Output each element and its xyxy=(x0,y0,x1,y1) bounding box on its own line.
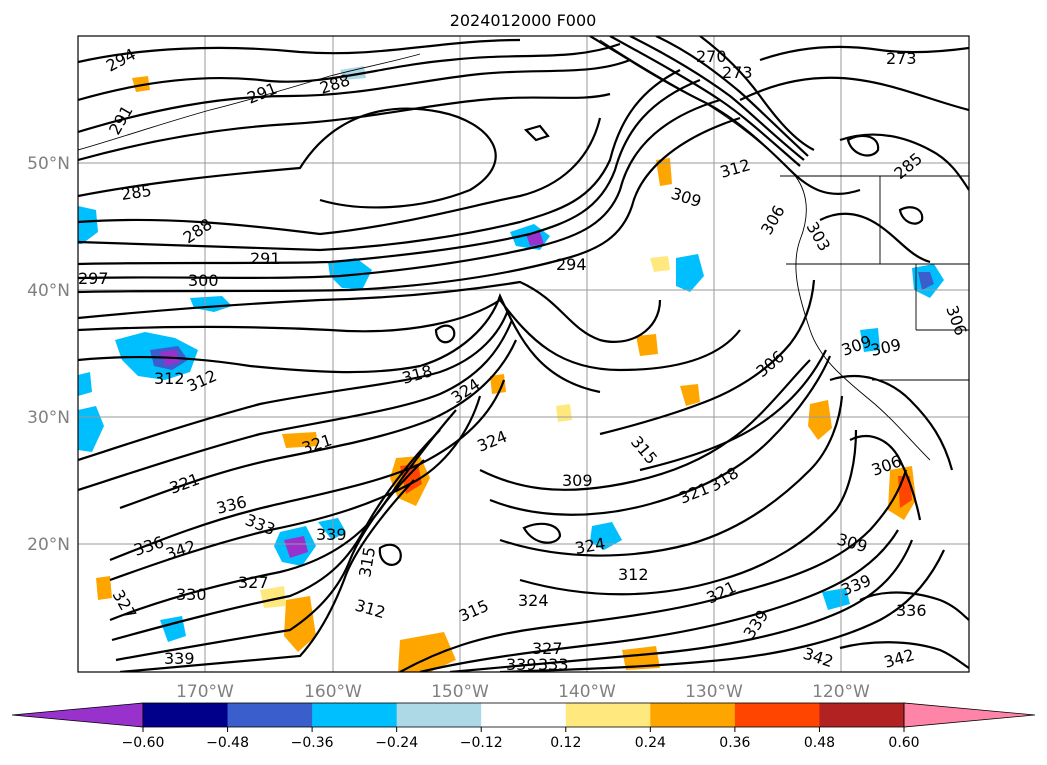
colorbar-tick-label: −0.48 xyxy=(206,735,249,751)
contour-label: 330 xyxy=(176,585,207,604)
contour-label: 273 xyxy=(886,49,917,68)
contour-label: 324 xyxy=(518,591,549,610)
shade-positive xyxy=(636,334,658,356)
contour-label: 327 xyxy=(532,639,563,658)
shade-negative xyxy=(318,518,346,540)
contour-label: 312 xyxy=(154,369,185,388)
shade-negative xyxy=(822,588,850,610)
shade-negative xyxy=(590,522,622,550)
shade-positive xyxy=(650,256,670,272)
shade-negative xyxy=(284,536,308,558)
lon-label: 130°W xyxy=(685,682,743,702)
shade-positive xyxy=(808,400,832,440)
shade-positive xyxy=(656,158,672,186)
lon-label: 140°W xyxy=(558,682,616,702)
lon-label: 120°W xyxy=(812,682,870,702)
shade-positive xyxy=(398,632,456,672)
colorbar-segment xyxy=(312,703,398,727)
contour-label: 312 xyxy=(618,565,649,584)
colorbar-tick-label: −0.36 xyxy=(291,735,334,751)
colorbar-tick-label: −0.24 xyxy=(375,735,418,751)
shade-negative xyxy=(526,232,544,246)
contour-label: 327 xyxy=(238,573,269,592)
colorbar-tick-label: −0.60 xyxy=(122,735,165,751)
lon-label: 160°W xyxy=(304,682,362,702)
colorbar-extend-low xyxy=(11,702,144,728)
shade-positive xyxy=(260,586,286,608)
contour-label: 270 xyxy=(696,47,727,66)
colorbar-segment xyxy=(227,703,313,727)
lat-label: 50°N xyxy=(27,154,70,174)
colorbar-tick-label: 0.48 xyxy=(804,735,835,751)
longitude-labels: 170°W 160°W 150°W 140°W 130°W 120°W xyxy=(176,682,870,702)
map-panel: 294 291 288 291 285 288 291 297 300 294 … xyxy=(77,35,970,674)
contour-label: 294 xyxy=(556,255,587,274)
colorbar-segment xyxy=(650,703,736,727)
colorbar-tick-label: 0.60 xyxy=(888,735,919,751)
contour-label: 333 xyxy=(538,655,569,674)
colorbar-outline xyxy=(142,702,905,728)
lon-label: 150°W xyxy=(431,682,489,702)
contour-label: 339 xyxy=(506,655,537,674)
shade-positive xyxy=(96,576,112,600)
shade-positive xyxy=(132,76,150,92)
lon-label: 170°W xyxy=(176,682,234,702)
contour-label: 273 xyxy=(722,63,753,82)
shade-positive xyxy=(622,646,660,670)
colorbar-segment xyxy=(481,703,567,727)
shade-positive xyxy=(282,432,318,448)
shaded-field xyxy=(78,66,944,672)
colorbar-segment xyxy=(819,703,905,727)
lat-label: 40°N xyxy=(27,281,70,301)
contour-label: 339 xyxy=(164,649,195,668)
contour-label: 309 xyxy=(562,471,593,490)
contour-label: 297 xyxy=(78,269,109,288)
colorbar-tick-label: 0.12 xyxy=(550,735,581,751)
colorbar: −0.60 −0.48 −0.36 −0.24 −0.12 0.12 0.24 0.36 0.4… xyxy=(11,702,1036,751)
colorbar-tick-label: 0.36 xyxy=(719,735,750,751)
colorbar-extend-high xyxy=(903,702,1036,728)
map-border xyxy=(77,35,970,673)
lat-label: 30°N xyxy=(27,408,70,428)
lat-label: 20°N xyxy=(27,535,70,555)
colorbar-segment xyxy=(565,703,651,727)
contour-label: 300 xyxy=(188,271,219,290)
coastlines xyxy=(78,39,969,461)
colorbar-segment xyxy=(396,703,482,727)
colorbar-tick-label: 0.24 xyxy=(635,735,666,751)
colorbar-tick-label: −0.12 xyxy=(460,735,503,751)
latitude-labels: 20°N 30°N 40°N 50°N xyxy=(27,154,70,555)
contour-lines xyxy=(78,36,969,672)
colorbar-segment xyxy=(734,703,820,727)
shade-positive xyxy=(680,384,700,406)
colorbar-segment xyxy=(143,703,229,727)
shade-negative xyxy=(78,372,92,396)
shade-negative xyxy=(676,254,704,292)
shade-negative xyxy=(78,206,98,244)
contour-label: 336 xyxy=(896,601,927,620)
shade-negative xyxy=(918,272,934,290)
contour-label: 285 xyxy=(120,181,153,204)
shade-positive xyxy=(556,404,572,422)
contour-label: 339 xyxy=(316,525,347,544)
shade-negative xyxy=(328,258,372,290)
shade-negative xyxy=(860,328,880,352)
shade-positive xyxy=(490,374,506,394)
contour-label: 291 xyxy=(250,249,281,268)
map-title: 2024012000 F000 xyxy=(450,11,597,30)
